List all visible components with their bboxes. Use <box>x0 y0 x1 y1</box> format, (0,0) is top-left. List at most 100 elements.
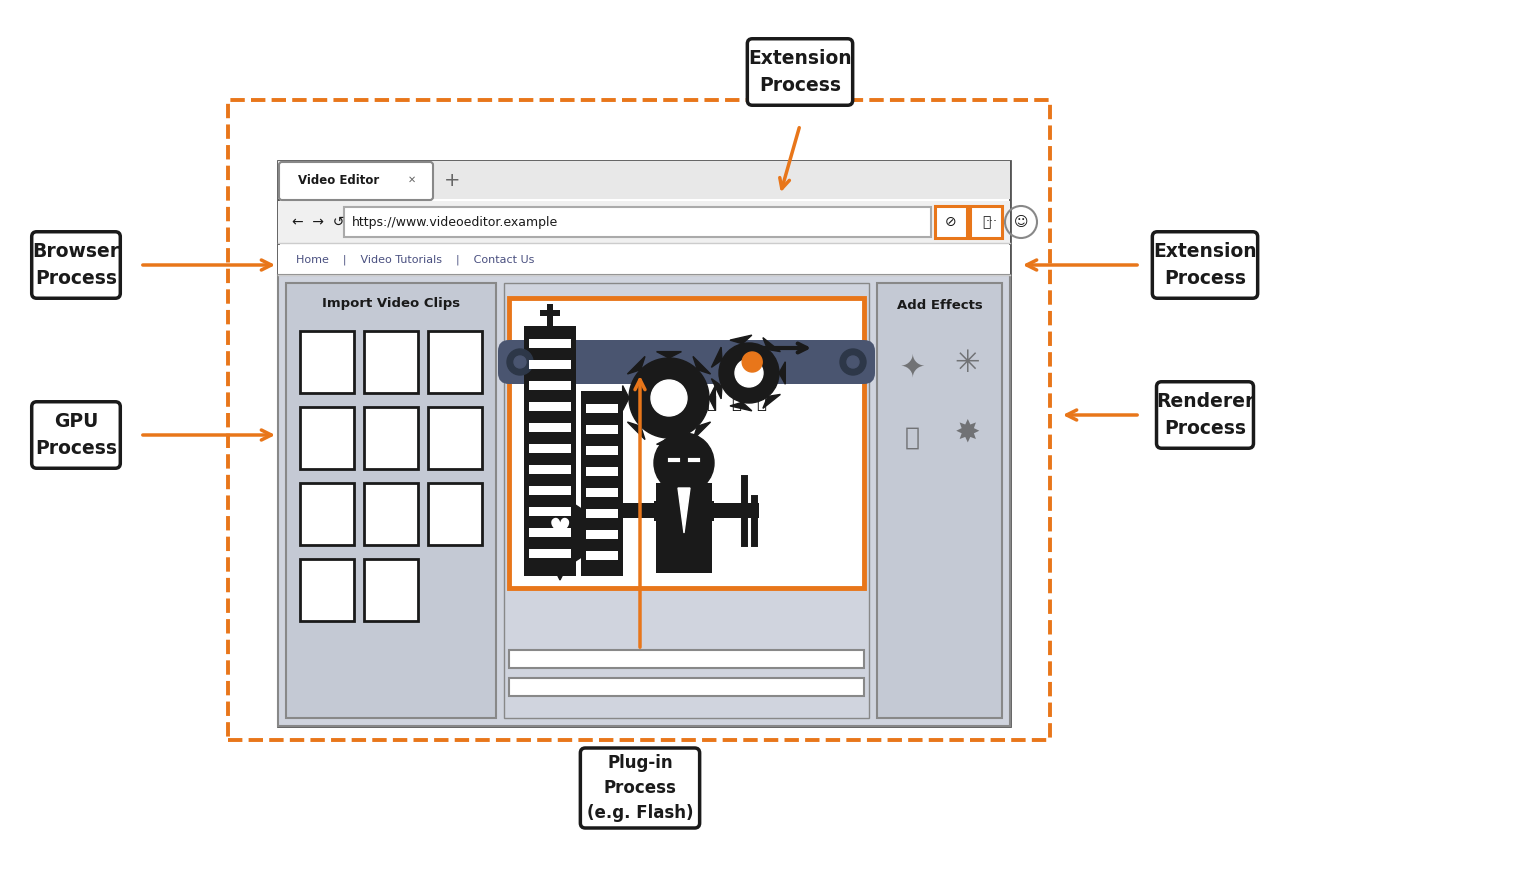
Polygon shape <box>709 385 715 410</box>
Circle shape <box>735 359 763 387</box>
Bar <box>279 161 1011 199</box>
Bar <box>654 501 670 521</box>
Bar <box>524 326 575 576</box>
FancyBboxPatch shape <box>747 39 852 105</box>
Bar <box>586 530 618 539</box>
Circle shape <box>651 380 686 416</box>
Circle shape <box>840 349 866 375</box>
Text: Video Editor: Video Editor <box>298 174 379 186</box>
Circle shape <box>743 352 763 372</box>
Circle shape <box>507 349 533 375</box>
Bar <box>508 650 864 668</box>
Bar <box>540 310 560 316</box>
Text: ⏸: ⏸ <box>706 394 717 412</box>
Bar <box>586 509 618 518</box>
Bar <box>364 559 419 621</box>
Bar <box>228 100 1050 740</box>
Polygon shape <box>549 560 571 580</box>
Bar <box>586 425 618 434</box>
Text: ✸: ✸ <box>954 418 980 447</box>
Text: ⏪: ⏪ <box>756 394 767 412</box>
Circle shape <box>848 356 858 368</box>
Bar <box>586 446 618 455</box>
Bar <box>279 201 1011 243</box>
Bar <box>530 360 571 369</box>
Circle shape <box>629 358 709 438</box>
Polygon shape <box>627 356 645 374</box>
Bar <box>530 486 571 495</box>
Text: Home    |    Video Tutorials    |    Contact Us: Home | Video Tutorials | Contact Us <box>295 255 534 265</box>
Bar <box>364 483 419 545</box>
Polygon shape <box>622 385 629 410</box>
Bar <box>530 528 571 537</box>
Bar <box>530 381 571 390</box>
Polygon shape <box>677 488 689 533</box>
Bar <box>300 483 355 545</box>
Text: ⏭: ⏭ <box>682 394 691 412</box>
Bar <box>300 331 355 393</box>
Polygon shape <box>763 338 781 352</box>
Bar <box>286 283 496 718</box>
Bar <box>428 407 482 469</box>
Bar <box>586 467 618 476</box>
Text: ▶: ▶ <box>654 394 668 412</box>
Text: ♥: ♥ <box>549 517 571 541</box>
Bar <box>877 283 1001 718</box>
Bar <box>546 304 552 326</box>
FancyBboxPatch shape <box>32 401 120 468</box>
Bar <box>656 483 712 573</box>
FancyBboxPatch shape <box>32 232 120 299</box>
Text: Extension
Process: Extension Process <box>1154 242 1257 288</box>
Text: Renderer
Process: Renderer Process <box>1155 392 1254 438</box>
Bar <box>530 507 571 516</box>
Polygon shape <box>731 335 752 344</box>
Bar <box>279 245 1011 275</box>
Polygon shape <box>731 402 752 411</box>
Polygon shape <box>656 438 682 445</box>
Text: ⊘: ⊘ <box>945 215 957 229</box>
Text: ✕: ✕ <box>408 175 416 185</box>
FancyBboxPatch shape <box>580 748 700 828</box>
Polygon shape <box>656 352 682 358</box>
Bar <box>586 488 618 497</box>
Bar <box>364 331 419 393</box>
Polygon shape <box>693 422 711 439</box>
Text: ⏮: ⏮ <box>632 394 641 412</box>
Polygon shape <box>627 422 645 439</box>
Bar <box>530 549 571 558</box>
Polygon shape <box>763 394 781 408</box>
Bar <box>530 423 571 432</box>
Bar <box>508 298 864 588</box>
Bar <box>279 275 1011 726</box>
Bar <box>530 465 571 474</box>
Circle shape <box>514 356 527 368</box>
Bar <box>504 283 869 718</box>
Bar <box>279 161 1011 726</box>
Text: ←  →  ↺: ← → ↺ <box>292 215 344 229</box>
Text: Import Video Clips: Import Video Clips <box>323 297 460 309</box>
FancyBboxPatch shape <box>1152 232 1257 299</box>
Text: ☺: ☺ <box>1014 215 1029 229</box>
Text: ···: ··· <box>986 215 998 229</box>
Text: ⏩: ⏩ <box>732 394 741 412</box>
Bar <box>586 404 618 413</box>
Bar <box>530 339 571 348</box>
Text: +: + <box>444 170 460 190</box>
Bar <box>712 503 759 518</box>
Bar <box>581 391 622 576</box>
Circle shape <box>654 433 714 493</box>
Text: Browser
Process: Browser Process <box>32 242 120 288</box>
Polygon shape <box>711 378 721 399</box>
Text: https://www.videoeditor.example: https://www.videoeditor.example <box>352 215 559 229</box>
Text: Plug-in
Process
(e.g. Flash): Plug-in Process (e.g. Flash) <box>587 754 693 822</box>
Text: Add Effects: Add Effects <box>896 299 982 312</box>
Polygon shape <box>711 347 721 368</box>
Text: GPU
Process: GPU Process <box>35 412 117 458</box>
Bar <box>970 206 1001 238</box>
Bar <box>935 206 966 238</box>
Circle shape <box>528 501 592 565</box>
FancyBboxPatch shape <box>1157 382 1254 448</box>
Bar <box>300 559 355 621</box>
Bar <box>530 402 571 411</box>
Polygon shape <box>779 361 785 385</box>
